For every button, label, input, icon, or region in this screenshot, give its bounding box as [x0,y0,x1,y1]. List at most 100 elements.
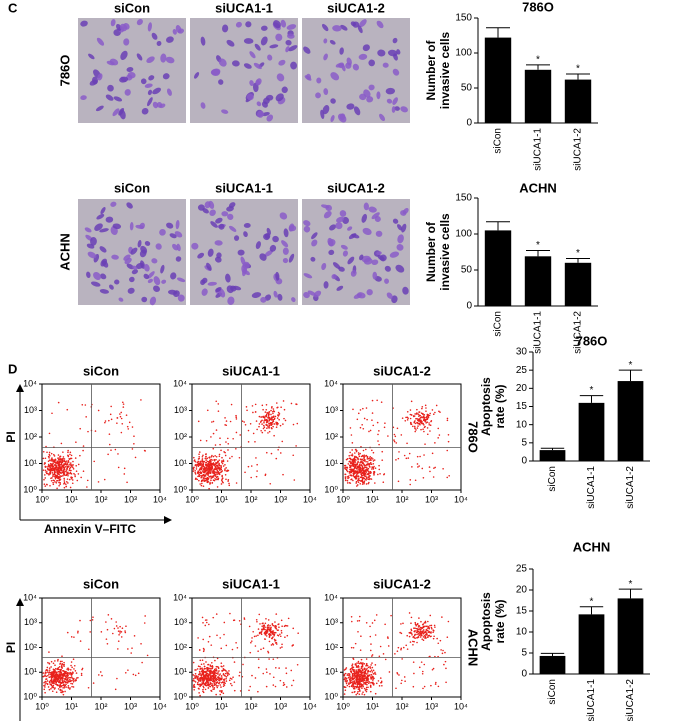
cell [198,204,205,210]
event-dot [380,677,382,679]
event-dot [374,471,376,473]
event-dot [69,470,71,472]
event-dot [246,409,248,411]
event-dot [249,626,251,628]
event-dot [199,451,201,453]
event-dot [218,410,220,412]
event-dot [365,688,367,690]
event-dot [202,671,204,673]
event-dot [76,480,78,482]
event-dot [67,676,69,678]
event-dot [261,625,263,627]
event-dot [378,430,380,432]
event-dot [373,473,375,475]
event-dot [393,439,395,441]
event-dot [198,453,200,455]
event-dot [197,461,199,463]
event-dot [345,478,347,480]
y-tick-label: 10 [516,419,528,430]
event-dot [425,420,427,422]
event-dot [72,683,74,685]
event-dot [72,479,74,481]
event-dot [223,683,225,685]
event-dot [367,464,369,466]
event-dot [214,683,216,685]
event-dot [369,636,371,638]
event-dot [208,471,210,473]
event-dot [227,449,229,451]
event-dot [46,451,48,453]
x-tick-label: 10⁴ [454,494,468,504]
event-dot [73,658,75,660]
event-dot [194,686,196,688]
event-dot [203,676,205,678]
event-dot [124,468,126,470]
event-dot [204,625,206,627]
event-dot [280,452,282,454]
event-dot [410,632,412,634]
event-dot [399,632,401,634]
event-dot [360,649,362,651]
event-dot [351,665,353,667]
event-dot [359,671,361,673]
event-dot [432,669,434,671]
event-dot [45,469,47,471]
event-dot [375,467,377,469]
event-dot [205,456,207,458]
event-dot [373,463,375,465]
event-dot [72,672,74,674]
event-dot [58,463,60,465]
event-dot [248,430,250,432]
event-dot [347,458,349,460]
event-dot [433,476,435,478]
event-dot [98,481,100,483]
event-dot [367,478,369,480]
event-dot [212,448,214,450]
event-dot [346,470,348,472]
event-dot [237,647,239,649]
y-tick-label: 10⁴ [173,592,187,602]
event-dot [56,475,58,477]
event-dot [49,667,51,669]
event-dot [227,443,229,445]
event-dot [371,466,373,468]
event-dot [409,479,411,481]
event-dot [269,411,271,413]
event-dot [361,677,363,679]
flow-events [193,613,299,697]
significance-mark: * [629,360,633,371]
event-dot [272,658,274,660]
event-dot [63,665,65,667]
micrograph-bg [190,18,298,123]
y-tick-label: 10² [325,431,338,441]
event-dot [220,648,222,650]
event-dot [374,482,376,484]
event-dot [66,668,68,670]
event-dot [424,443,426,445]
event-dot [78,473,80,475]
event-dot [429,415,431,417]
event-dot [373,673,375,675]
event-dot [385,659,387,661]
event-dot [193,689,195,691]
event-dot [215,471,217,473]
event-dot [412,426,414,428]
event-dot [66,674,68,676]
event-dot [55,682,57,684]
event-dot [56,691,58,693]
event-dot [400,648,402,650]
event-dot [248,689,250,691]
event-dot [193,457,195,459]
event-dot [365,465,367,467]
event-dot [274,417,276,419]
chart-title: 786O [576,333,608,348]
event-dot [414,420,416,422]
event-dot [141,662,143,664]
event-dot [419,411,421,413]
event-dot [221,483,223,485]
event-dot [207,684,209,686]
y-tick-label: 10⁰ [23,484,37,494]
event-dot [60,455,62,457]
event-dot [63,467,65,469]
event-dot [68,456,70,458]
